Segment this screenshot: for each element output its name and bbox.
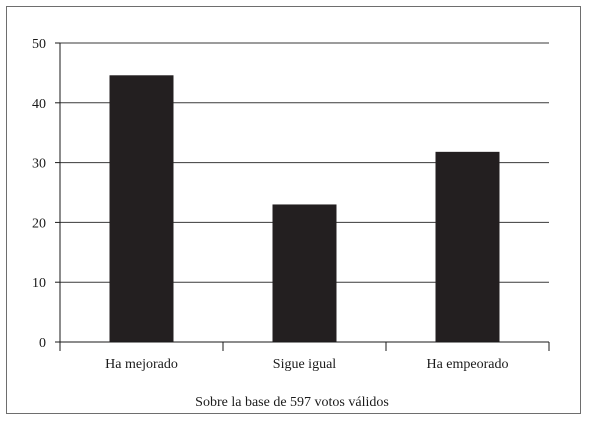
x-tick-labels: Ha mejorado Sigue igual Ha empeorado [105, 357, 508, 372]
axes [55, 42, 550, 351]
y-tick-label: 40 [32, 97, 46, 112]
x-tick-label: Ha mejorado [105, 357, 178, 372]
y-tick-label: 0 [39, 336, 46, 351]
bar-1 [272, 204, 337, 342]
y-tick-label: 50 [32, 37, 46, 52]
x-tick-label: Sigue igual [273, 357, 336, 372]
bars [109, 75, 500, 343]
y-tick-label: 30 [32, 157, 46, 172]
y-tick-labels: 0 10 20 30 40 50 [32, 37, 46, 351]
chart-note: Sobre la base de 597 votos válidos [195, 395, 389, 410]
bar-0 [109, 75, 174, 343]
bar-2 [435, 151, 500, 342]
y-tick-label: 20 [32, 216, 46, 231]
x-tick-label: Ha empeorado [426, 357, 508, 372]
y-tick-label: 10 [32, 276, 46, 291]
